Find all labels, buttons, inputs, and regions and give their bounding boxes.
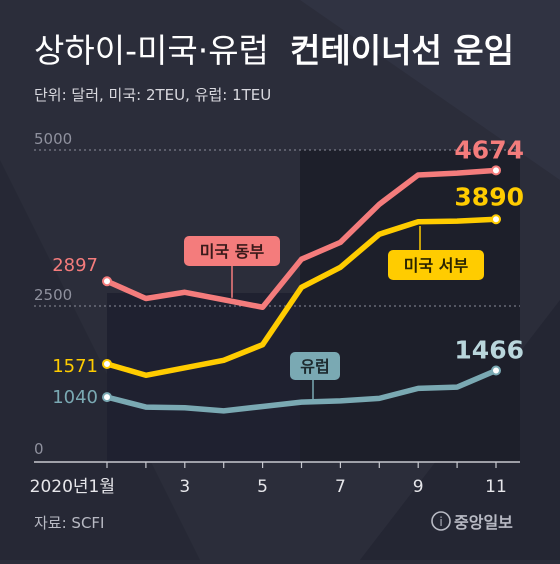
series-end-point [491,214,501,225]
series-start-label: 2897 [52,255,98,276]
x-tick-label: 5 [257,477,268,497]
y-tick-label: 2500 [34,286,72,304]
callout-box [290,352,340,380]
y-axis-ticks: 0 2500 5000 [34,130,72,458]
callout-box [388,250,484,280]
logo-circle-icon [431,511,451,531]
series-name-label: 유럽 [300,357,329,376]
unit-note: 단위: 달러, 미국: 2TEU, 유럽: 1TEU [34,86,271,104]
series-line [104,167,499,310]
publisher-logo: i 중앙일보 [431,511,513,532]
x-tick-label: 9 [413,477,424,497]
x-tick-label: 3 [179,477,190,497]
series-end-label: 4674 [454,135,524,164]
bg-facet-top-right [300,0,560,180]
series-name-label: 미국 동부 [200,242,265,261]
series-start-point [102,276,112,287]
series-end-point [491,365,501,376]
callout-box [184,236,280,266]
y-tick-label: 0 [34,440,44,458]
x-tick-label: 2020년1월 [30,477,115,497]
x-tick-label: 11 [485,477,507,497]
series-line [104,367,499,414]
series-start-point [102,358,112,369]
x-axis: 2020년1월 3 5 7 9 11 [30,461,520,497]
series-start-label: 1571 [52,356,98,377]
series-start-point [102,392,112,403]
y-tick-label: 5000 [34,130,72,148]
series-name-label: 미국 서부 [404,256,469,275]
logo-digit-icon: i [439,515,442,529]
series-lines [102,165,501,414]
title-part2: 컨테이너선 운임 [290,31,514,70]
series-end-label: 3890 [454,182,524,211]
x-tick-label: 7 [335,477,346,497]
source-note: 자료: SCFI [34,514,104,532]
grid [34,149,520,307]
series-start-label: 1040 [52,387,98,408]
logo-text: 중앙일보 [454,513,513,532]
series-line [104,216,499,379]
series-end-point [491,165,501,176]
data-labels: 2897 4674 1571 3890 1040 1466 [52,135,524,408]
title-part1: 상하이-미국·유럽 [34,31,269,70]
plot-panel-left [107,293,300,462]
series-end-label: 1466 [454,336,524,365]
